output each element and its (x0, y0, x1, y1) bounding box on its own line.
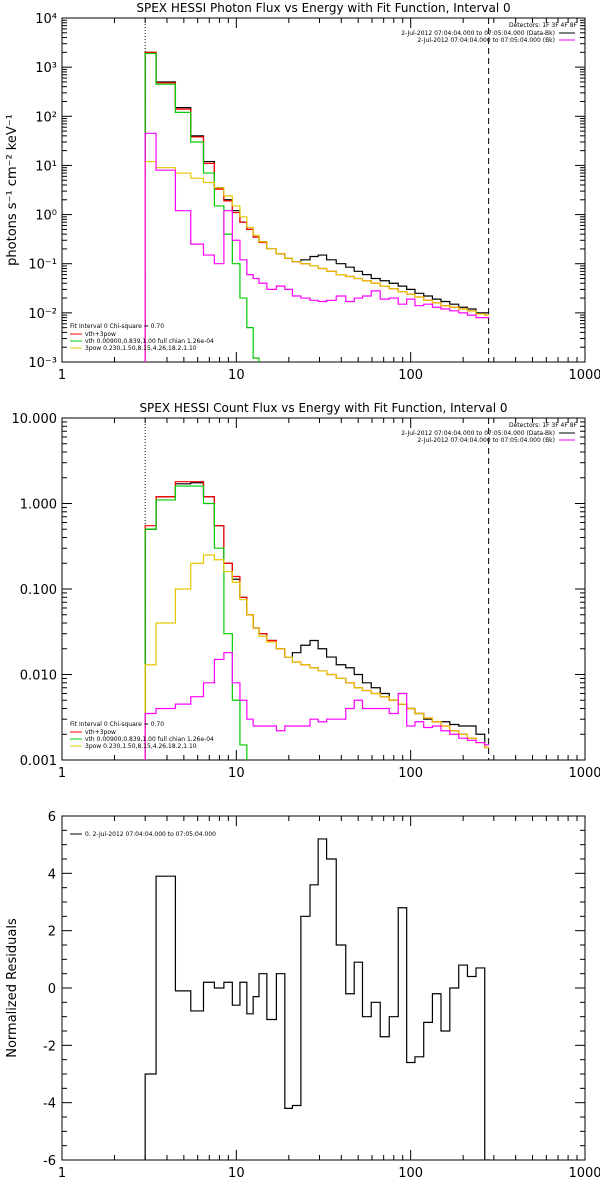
chart-1-xtick-label: 1 (58, 766, 66, 781)
chart-2-ytick-label: 2 (48, 925, 56, 940)
chart-2-series-residuals (145, 839, 489, 1165)
chart-1-ytick-label: 0.100 (20, 583, 57, 598)
chart-1-title: SPEX HESSI Count Flux vs Energy with Fit… (139, 401, 507, 415)
chart-0-xtick-label: 100 (398, 368, 423, 383)
chart-0-ytick-label: 10⁴ (35, 12, 57, 27)
chart-0: SPEX HESSI Photon Flux vs Energy with Fi… (5, 1, 600, 388)
chart-1-legend-header: Fit Interval 0 Chi-square = 0.70 (70, 721, 164, 728)
chart-1-ytick-label: 0.010 (20, 669, 57, 684)
chart-1-legend-entry: 2-Jul-2012 07:04:04.000 to 07:05:04.000 … (417, 437, 555, 444)
chart-2-frame (62, 816, 585, 1160)
chart-0-series-bk (145, 133, 489, 367)
chart-0-title: SPEX HESSI Photon Flux vs Energy with Fi… (136, 1, 510, 15)
chart-1-legend-entry: 3pow 0.230,1.50,8.15,4.26,18.2,1.10 (85, 743, 197, 750)
chart-1-legend-entry: vth 0.00900,0.839,1.00 full chian 1.26e-… (85, 736, 214, 743)
chart-1-series-data-bk (145, 483, 489, 765)
chart-0-frame (62, 18, 585, 362)
chart-0-legend-entry: 2-Jul-2012 07:04:04.000 to 07:05:04.000 … (401, 30, 555, 37)
chart-2-ytick-label: -6 (43, 1154, 56, 1169)
chart-1-ytick-label: 10.000 (12, 412, 58, 427)
chart-0-ytick-label: 10¹ (35, 159, 57, 174)
chart-2-ytick-label: -2 (43, 1039, 56, 1054)
chart-0-ytick-label: 10² (35, 110, 57, 125)
chart-0-plot-area (145, 18, 489, 388)
chart-2-ytick-label: -4 (43, 1097, 56, 1112)
chart-0-xtick-label: 10 (228, 368, 245, 383)
chart-0-series-3pow (145, 162, 489, 367)
chart-1-legend-entry: 2-Jul-2012 07:04:04.000 to 07:05:04.000 … (401, 430, 555, 437)
chart-0-ylabel: photons s⁻¹ cm⁻² keV⁻¹ (5, 114, 20, 266)
chart-1-frame (62, 418, 585, 760)
chart-2-ylabel: Normalized Residuals (5, 918, 20, 1058)
chart-1-series-vth-3pow (145, 482, 489, 765)
chart-2-xtick-label: 100 (398, 1166, 423, 1181)
chart-0-legend-detectors: Detectors: 1F 3F 4F 8F (509, 22, 578, 29)
chart-2-ytick-label: 6 (48, 810, 56, 825)
chart-2-ytick-label: 4 (48, 867, 56, 882)
chart-0-ytick-label: 10⁻³ (28, 356, 57, 371)
chart-1-xtick-label: 10 (228, 766, 245, 781)
chart-0-legend-entry: 3pow 0.230,1.50,8.15,4.26,18.2,1.10 (85, 345, 197, 352)
chart-2-xtick-label: 1 (58, 1166, 66, 1181)
chart-1: SPEX HESSI Count Flux vs Energy with Fit… (12, 401, 600, 794)
chart-1-series-bk (145, 653, 489, 765)
chart-1-xtick-label: 1000 (568, 766, 600, 781)
chart-2-xtick-label: 10 (228, 1166, 245, 1181)
chart-0-ytick-label: 10⁻¹ (28, 258, 57, 273)
chart-0-legend-entry: 2-Jul-2012 07:04:04.000 to 07:05:04.000 … (417, 37, 555, 44)
chart-1-series-3pow (145, 555, 489, 765)
chart-1-ytick-label: 0.001 (20, 754, 57, 769)
chart-0-ytick-label: 10⁻² (28, 307, 57, 322)
chart-0-series-vth-3pow (145, 52, 489, 367)
chart-2-ytick-label: 0 (48, 982, 56, 997)
chart-0-legend-entry: vth 0.00900,0.839,1.00 full chian 1.26e-… (85, 338, 214, 345)
chart-2: Normalized Residuals 1 10 100 1000 -6 -4 -2 0 2 4 6… (5, 810, 600, 1181)
chart-1-ytick-label: 1.000 (20, 498, 57, 513)
chart-0-legend-entry: vth+3pow (85, 331, 116, 338)
chart-0-ytick-label: 10⁰ (35, 209, 57, 224)
chart-0-ytick-label: 10³ (35, 61, 57, 76)
chart-2-plot-area (145, 839, 489, 1165)
chart-0-xtick-label: 1 (58, 368, 66, 383)
chart-1-xtick-label: 100 (398, 766, 423, 781)
chart-2-xtick-label: 1000 (568, 1166, 600, 1181)
chart-1-legend-detectors: Detectors: 1F 3F 4F 8F (509, 422, 578, 429)
chart-2-legend-entry: 0. 2-Jul-2012 07:04:04.000 to 07:05:04.0… (85, 831, 216, 838)
chart-0-legend-header: Fit Interval 0 Chi-square = 0.70 (70, 323, 164, 330)
chart-1-legend-entry: vth+3pow (85, 729, 116, 736)
chart-0-xtick-label: 1000 (568, 368, 600, 383)
chart-0-series-data-bk (145, 52, 489, 367)
